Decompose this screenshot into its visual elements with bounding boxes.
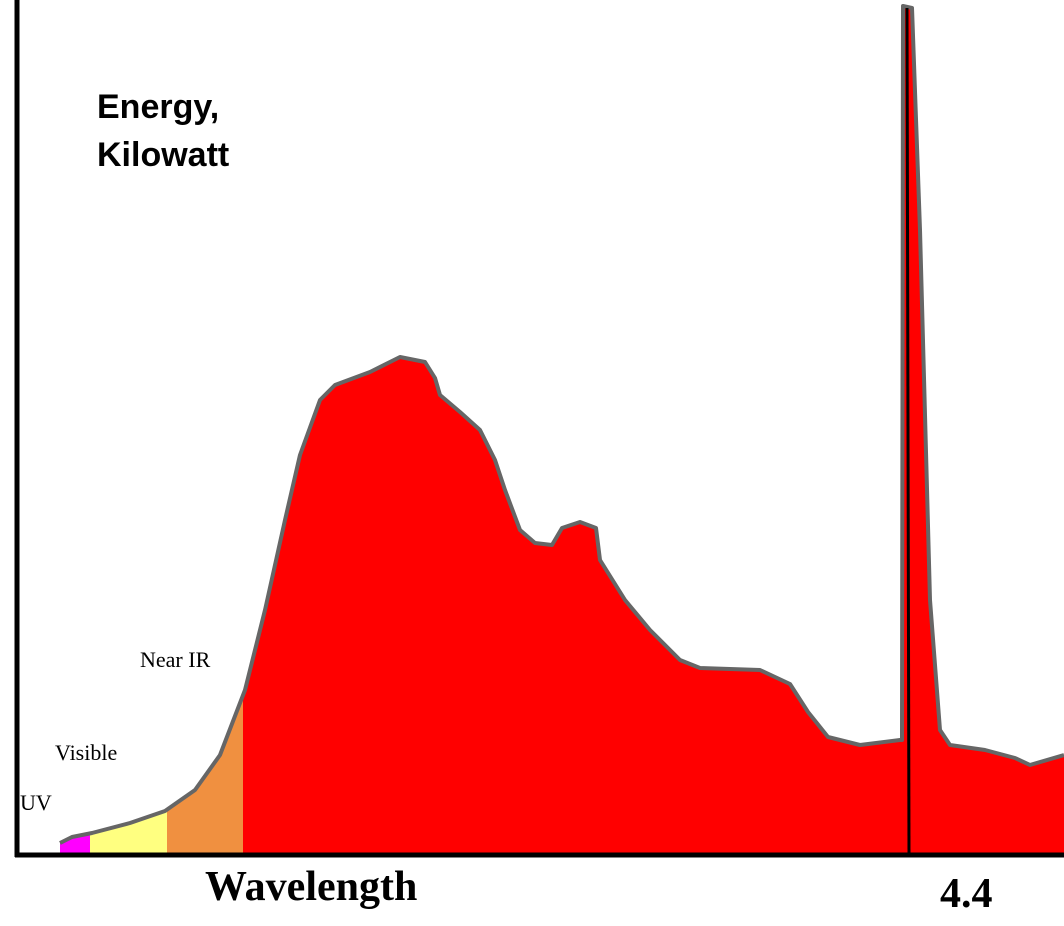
y-label-line: Energy, — [97, 88, 219, 126]
region-label: UV — [20, 790, 52, 815]
y-label-line: Kilowatt — [97, 136, 229, 174]
spectrum-fill — [60, 6, 1064, 855]
spectrum-outline — [59, 4, 1064, 845]
visible-band — [90, 6, 167, 855]
x-label: Wavelength — [205, 864, 417, 910]
uv-band — [60, 6, 90, 855]
spike-line — [905, 7, 911, 856]
slide-number: 4.4 — [940, 871, 993, 917]
region-label: Near IR — [140, 647, 211, 672]
region-label: Visible — [55, 740, 117, 765]
